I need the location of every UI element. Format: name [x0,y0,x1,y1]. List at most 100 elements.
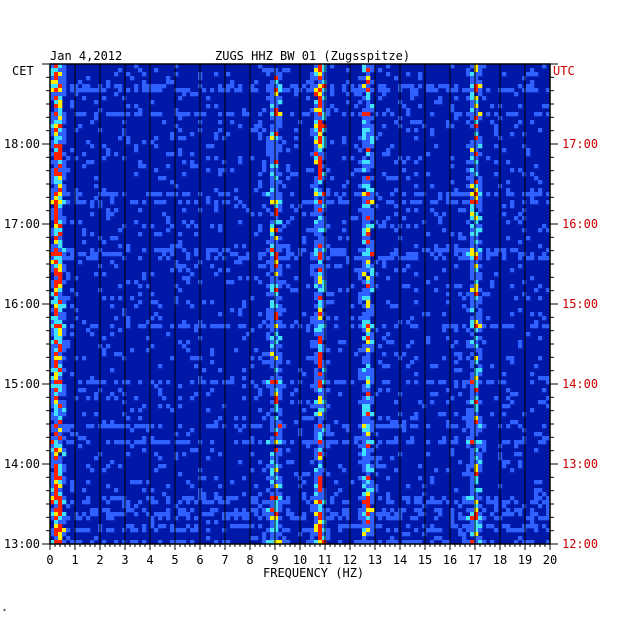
heatmap-cell [54,424,59,429]
heatmap-cell [102,496,107,501]
heatmap-cell [322,112,327,117]
heatmap-cell [330,104,335,109]
heatmap-cell [158,232,163,237]
heatmap-cell [70,424,75,429]
heatmap-cell [270,152,275,157]
heatmap-cell [538,480,543,485]
heatmap-cell [274,208,279,213]
heatmap-cell [478,348,483,353]
heatmap-cell [250,452,255,457]
heatmap-cell [450,452,455,457]
heatmap-cell [518,528,523,533]
heatmap-cell [510,248,515,253]
heatmap-cell [418,192,423,197]
heatmap-cell [322,468,327,473]
heatmap-cell [274,216,279,221]
heatmap-cell [270,416,275,421]
heatmap-cell [242,324,247,329]
heatmap-cell [54,352,59,357]
x-tick-label: 18 [493,553,507,567]
heatmap-cell [258,424,263,429]
heatmap-cell [258,132,263,137]
heatmap-cell [306,528,311,533]
heatmap-cell [518,340,523,345]
heatmap-cell [254,512,259,517]
heatmap-cell [450,180,455,185]
heatmap-cell [278,200,283,205]
heatmap-cell [370,524,375,529]
heatmap-cell [154,88,159,93]
heatmap-cell [478,528,483,533]
heatmap-cell [174,432,179,437]
heatmap-cell [230,376,235,381]
heatmap-cell [294,256,299,261]
heatmap-cell [262,192,267,197]
heatmap-cell [370,156,375,161]
heatmap-cell [338,236,343,241]
heatmap-cell [54,208,59,213]
x-tick-label: 17 [468,553,482,567]
heatmap-cell [126,72,131,77]
heatmap-cell [290,440,295,445]
heatmap-cell [314,76,319,81]
heatmap-cell [362,216,367,221]
heatmap-cell [322,228,327,233]
heatmap-cell [446,248,451,253]
heatmap-cell [454,248,459,253]
heatmap-cell [242,304,247,309]
heatmap-cell [74,156,79,161]
heatmap-cell [318,468,323,473]
heatmap-cell [322,328,327,333]
heatmap-cell [314,352,319,357]
heatmap-cell [534,480,539,485]
heatmap-cell [174,260,179,265]
heatmap-cell [342,512,347,517]
heatmap-cell [154,136,159,141]
heatmap-cell [502,148,507,153]
heatmap-cell [374,328,379,333]
heatmap-cell [386,364,391,369]
heatmap-cell [322,524,327,529]
heatmap-cell [466,200,471,205]
heatmap-cell [58,440,63,445]
heatmap-cell [294,288,299,293]
heatmap-cell [250,380,255,385]
heatmap-cell [494,516,499,521]
heatmap-cell [254,484,259,489]
heatmap-cell [58,168,63,173]
heatmap-cell [538,488,543,493]
heatmap-cell [70,220,75,225]
heatmap-cell [58,428,63,433]
heatmap-cell [286,448,291,453]
heatmap-cell [370,372,375,377]
heatmap-cell [318,192,323,197]
heatmap-cell [178,540,183,545]
heatmap-cell [414,380,419,385]
heatmap-cell [262,536,267,541]
heatmap-cell [438,528,443,533]
heatmap-cell [350,172,355,177]
heatmap-cell [478,356,483,361]
heatmap-cell [406,208,411,213]
heatmap-cell [114,84,119,89]
heatmap-cell [310,228,315,233]
heatmap-cell [278,464,283,469]
heatmap-cell [58,92,63,97]
heatmap-cell [462,516,467,521]
heatmap-cell [470,272,475,277]
heatmap-cell [322,172,327,177]
heatmap-cell [270,172,275,177]
heatmap-cell [278,452,283,457]
heatmap-cell [422,532,427,537]
heatmap-cell [478,252,483,257]
heatmap-cell [250,424,255,429]
heatmap-cell [386,380,391,385]
heatmap-cell [74,292,79,297]
heatmap-cell [486,524,491,529]
heatmap-cell [406,344,411,349]
heatmap-cell [374,392,379,397]
heatmap-cell [522,228,527,233]
heatmap-cell [318,96,323,101]
heatmap-cell [318,72,323,77]
heatmap-cell [318,140,323,145]
